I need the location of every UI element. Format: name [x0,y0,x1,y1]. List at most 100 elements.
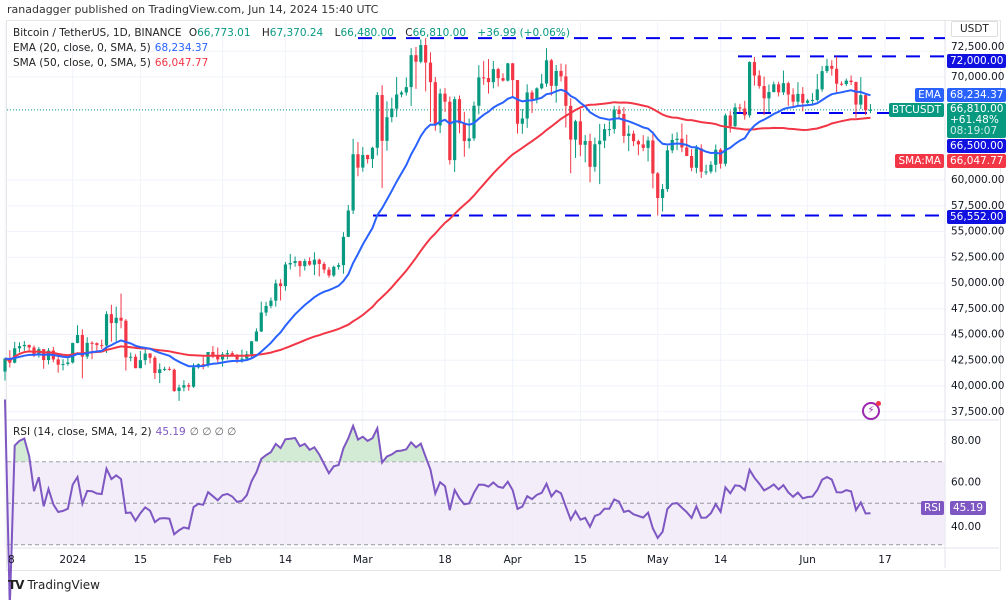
ema-legend-label: EMA (20, close, 0, SMA, 5) [13,42,151,54]
candle-body [602,129,607,141]
candle-body [777,84,781,93]
bar-countdown: 08:19:07 [950,125,998,137]
chart-frame [6,20,1001,571]
time-tick-label: 14 [279,554,293,566]
candle-body [820,71,824,90]
price-tick-label: 52,500.00 [951,251,1004,263]
candle [158,363,162,384]
candle [540,73,544,90]
candle [511,62,515,97]
candle-body [220,354,225,360]
candle [573,119,578,158]
candle [482,60,486,85]
last-change: +61.48% [950,114,999,126]
candle [501,73,505,82]
candle-body [303,261,307,267]
candle-body [622,113,626,136]
candle-body [283,264,288,287]
candle [593,137,597,172]
candle [781,70,786,96]
candle [259,301,263,333]
candle-body [409,55,413,88]
candle-body [709,164,713,172]
candle [631,130,636,147]
last-price-tag: 66,810.00 +61.48% 08:19:07 [947,103,1006,138]
price-tick-label: 50,000.00 [951,277,1004,289]
level-56552-tag: 56,552.00 [947,210,1006,224]
rsi-legend[interactable]: RSI (14, close, SMA, 14, 2) 45.19 ∅ ∅ ∅ ∅ [13,426,240,438]
candle-body [216,355,220,360]
time-tick-label: 15 [574,554,587,566]
candle-body [762,86,766,99]
candle-body [298,261,302,267]
candle [443,87,447,113]
candle-body [593,144,597,167]
open-label: O [188,27,198,39]
symbol-title[interactable]: Bitcoin / TetherUS, 1D, BINANCE [13,27,182,39]
candle-body [859,95,863,105]
candle-body [535,88,539,100]
candle-body [419,45,423,62]
candle-body [854,82,858,105]
candle-body [743,108,747,116]
candle [617,105,621,120]
candle [395,77,399,118]
candle-body [738,107,742,109]
candle-body [187,385,191,387]
candle [651,131,655,189]
candle [346,204,350,238]
candle-body [22,344,26,347]
candle [308,257,312,266]
candle [269,297,273,309]
candle [578,109,582,157]
candle [419,39,423,64]
candle-body [17,346,22,349]
candle [187,383,191,391]
candle [22,340,26,351]
candle [303,258,307,271]
ema-legend[interactable]: EMA (20, close, 0, SMA, 5) 68,234.37 [13,42,212,54]
candle [337,262,341,270]
rsi-tick-label: 60.00 [951,477,981,489]
change-value: +36.99 (+0.06%) [477,27,570,39]
candle-body [133,356,138,369]
tradingview-logo-icon[interactable]: TV [8,578,25,592]
candle-body [554,70,558,86]
candle [864,92,868,116]
candle-body [544,60,549,84]
candle [182,380,186,392]
candle-body [791,94,795,102]
candle-body [274,283,278,301]
candle-body [825,65,829,72]
candle [564,64,568,128]
candle-body [670,139,674,151]
candle [90,341,94,360]
candle-body [124,320,128,358]
ema-20-line [4,88,871,368]
candle [167,366,171,371]
lightning-alert-icon[interactable]: ⚡ [862,401,881,420]
time-tick-label: 18 [438,554,451,566]
price-tick-label: 40,000.00 [951,380,1004,392]
candle-body [443,93,447,102]
candle-body [462,123,466,142]
price-tick-label: 72,500.00 [951,41,1004,53]
candle [607,121,611,137]
sma-legend[interactable]: SMA (50, close, 0, SMA, 5) 66,047.77 [13,57,212,69]
candle [815,74,819,102]
candle-body [617,109,621,114]
currency-button[interactable]: USDT [951,21,998,37]
candle-body [844,80,848,85]
candle [366,154,370,164]
candle-body [370,147,375,160]
candle-body [278,283,283,287]
candle [583,135,587,163]
candle [85,337,89,359]
candle-body [317,259,321,264]
candle-body [864,95,868,111]
candle [293,256,297,267]
candle [409,48,413,106]
tradingview-brand[interactable]: TradingView [27,578,100,592]
candle [283,261,288,291]
